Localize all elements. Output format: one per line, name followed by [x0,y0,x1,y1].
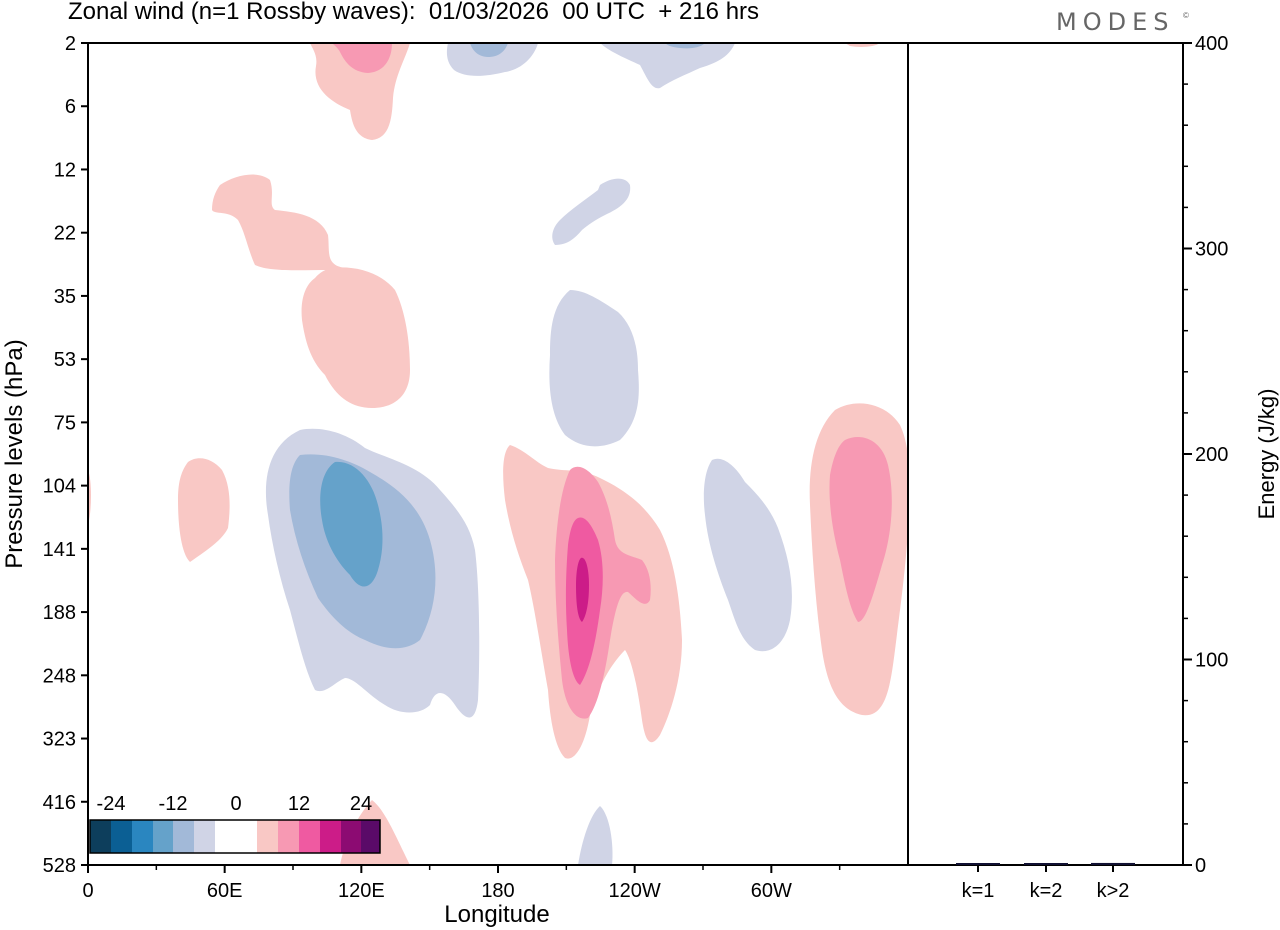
x-tick-label: 120W [609,880,661,902]
colorbar-swatch [173,820,194,853]
y-tick-label: 528 [43,855,76,877]
y-tick-label: 2 [65,33,76,55]
energy-category-label: k=2 [1030,880,1063,902]
energy-category-label: k=1 [962,880,995,902]
contour-neg-mid [549,290,639,447]
longitude-axis: 0 60E 120E 180 120W 60W [82,865,841,902]
contour-neg-bottom [578,806,613,865]
colorbar-label: -24 [97,793,126,815]
y-tick-label: 416 [43,792,76,814]
energy-bar [1091,862,1135,865]
y-tick-label: 53 [54,349,76,371]
x-tick-label: 0 [82,880,93,902]
y-tick-label: 104 [43,476,76,498]
energy-axis-title: Energy (J/kg) [1254,389,1279,520]
colorbar: -24 -12 0 12 24 [89,793,381,854]
copyright-mark: © [1183,11,1189,20]
contour-pos-center-4 [576,557,589,622]
colorbar-swatch [111,820,132,853]
y-tick-label: 12 [54,159,76,181]
x-tick-label: 60E [207,880,243,902]
x-tick-label: 120E [338,880,385,902]
x-tick-label: 180 [481,880,514,902]
colorbar-swatch [194,820,215,853]
x-axis-title: Longitude [444,901,549,928]
colorbar-swatch [132,820,153,853]
chart-title: Zonal wind (n=1 Rossby waves): 01/03/202… [68,0,760,25]
contour-neg-upper [552,178,631,245]
colorbar-swatch [257,820,278,853]
colorbar-label: 12 [288,793,310,815]
contour-neg-top-b [600,43,735,89]
colorbar-swatch [153,820,173,853]
energy-plot-frame [907,42,1184,866]
y-axis-title: Pressure levels (hPa) [1,339,28,568]
energy-tick-label: 300 [1195,239,1228,261]
energy-tick-label: 200 [1195,444,1228,466]
energy-bar [956,863,1000,865]
colorbar-swatch [341,820,361,853]
y-tick-label: 188 [43,602,76,624]
modes-logo: MODES [1056,8,1175,36]
colorbar-swatch [299,820,320,853]
contour-pos-top-inner [332,43,392,73]
energy-axis: 0 100 200 300 400 [1183,33,1228,877]
y-tick-label: 323 [43,729,76,751]
energy-bars: k=1 k=2 k>2 [956,862,1135,902]
energy-tick-label: 0 [1195,855,1206,877]
y-tick-label: 35 [54,286,76,308]
energy-category-label: k>2 [1097,880,1130,902]
contour-neg-top-a [446,43,538,76]
energy-tick-label: 100 [1195,650,1228,672]
contour-pos-mid [301,267,410,408]
colorbar-swatch [361,820,380,853]
contour-neg-right [703,458,792,652]
colorbar-label: 24 [350,793,372,815]
contour-neg-top-b-inner [665,43,705,49]
contour-pos-top [310,43,410,140]
contour-pos-far-2 [829,437,892,622]
contour-neg-inner [320,461,383,587]
y-tick-label: 6 [65,96,76,118]
colorbar-swatch [90,820,111,853]
y-tick-label: 248 [43,665,76,687]
colorbar-swatch [278,820,299,853]
y-tick-label: 141 [43,539,76,561]
y-tick-label: 75 [54,412,76,434]
contour-field [88,43,908,865]
colorbar-label: -12 [159,793,188,815]
pressure-axis: 2 6 12 22 35 53 75 104 141 188 248 323 416 528 [43,33,88,877]
x-tick-label: 60W [751,880,792,902]
contour-neg-top-a-inner [470,43,508,57]
contour-pos-left [178,458,230,562]
colorbar-frame [89,819,381,854]
y-tick-label: 22 [54,223,76,245]
colorbar-swatch [215,820,236,853]
contour-pos-upper [212,174,345,271]
main-plot-frame [87,42,909,866]
colorbar-swatch [320,820,341,853]
colorbar-label: 0 [230,793,241,815]
colorbar-swatch [236,820,257,853]
energy-tick-label: 400 [1195,33,1228,55]
energy-bar [1024,863,1068,865]
